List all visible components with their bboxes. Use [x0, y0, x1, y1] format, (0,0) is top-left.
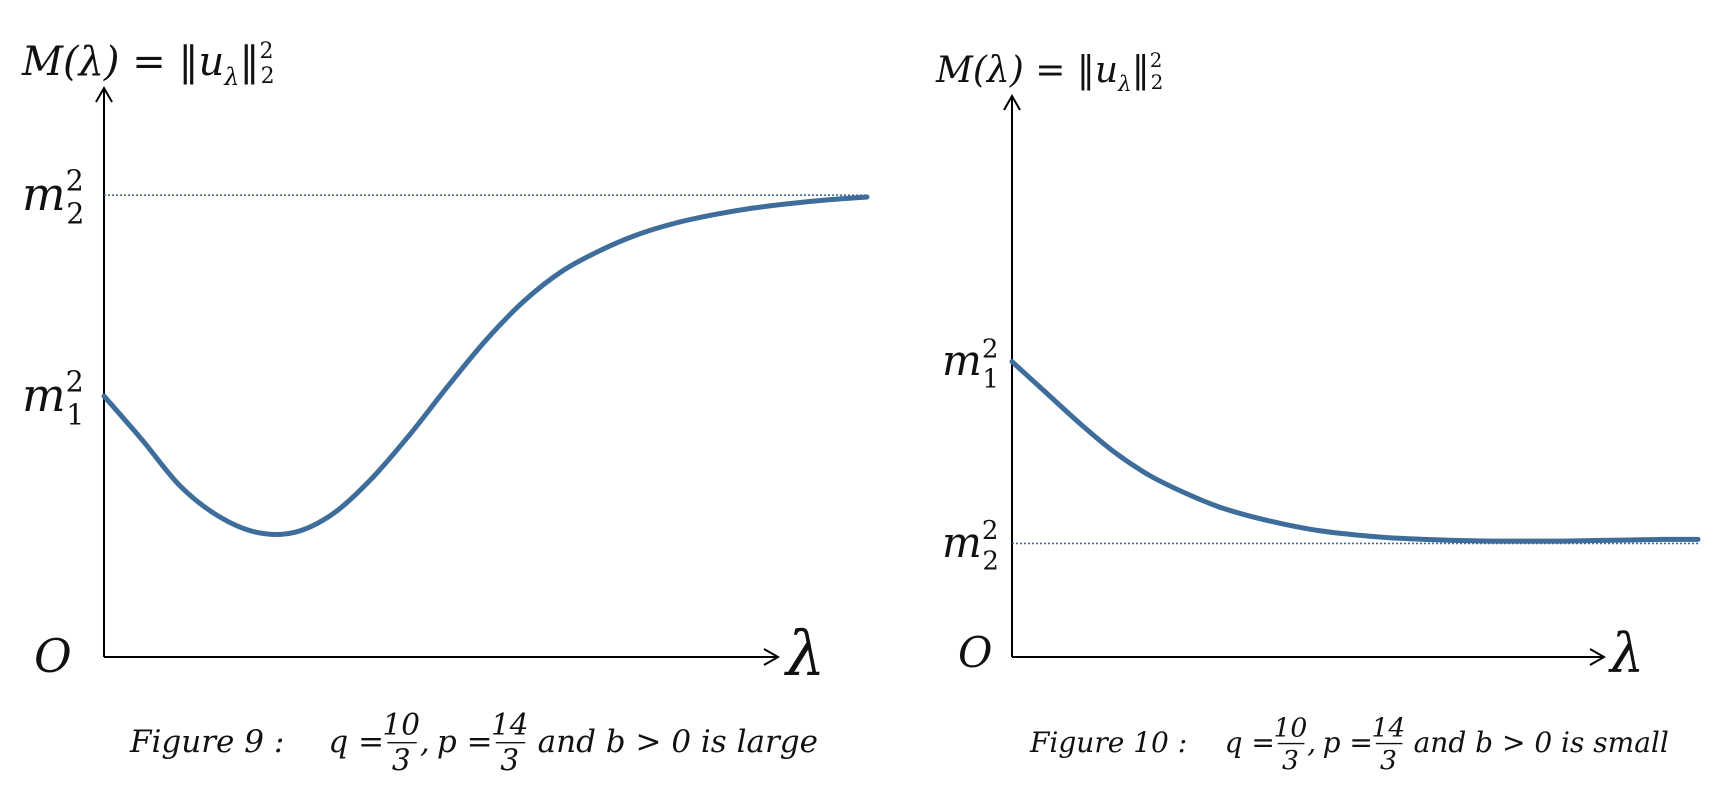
caption-text: q = — [328, 724, 384, 760]
fraction-denominator: 3 — [1380, 745, 1397, 776]
y-axis-arrow — [1003, 93, 1021, 111]
x-axis-arrow — [763, 648, 781, 666]
x-axis-label: λ — [1608, 622, 1644, 685]
y-tick-label: m2 2 — [22, 165, 84, 231]
caption-text: p = — [437, 724, 493, 760]
fraction-denominator: 3 — [392, 744, 411, 778]
caption-text: and b > 0 is large — [538, 724, 818, 760]
caption-text: , — [1307, 726, 1316, 759]
series-line — [101, 194, 870, 537]
y-axis-label: M(λ) = ‖uλ‖2 2 — [935, 49, 1163, 97]
caption-text: q = — [1225, 726, 1275, 759]
y-tick-label: m2 1 — [22, 365, 84, 431]
y-tick-label: m2 2 — [942, 516, 999, 576]
caption-text: and b > 0 is small — [1414, 726, 1669, 759]
y-axis-arrow — [95, 85, 113, 103]
y-tick-label: m2 1 — [942, 334, 999, 394]
series-line — [1009, 359, 1701, 544]
caption-text: p = — [1323, 726, 1373, 759]
fraction-numerator: 10 — [1273, 713, 1307, 744]
x-axis-label: λ — [783, 617, 825, 690]
origin-label: O — [34, 629, 72, 683]
fraction-numerator: 14 — [491, 708, 528, 742]
fraction-denominator: 3 — [1282, 745, 1299, 776]
y-axis-label: M(λ) = ‖uλ‖2 2 — [21, 39, 275, 91]
caption-text: Figure 9 : — [129, 724, 284, 760]
origin-label: O — [958, 628, 992, 677]
fraction-numerator: 10 — [383, 708, 420, 742]
caption-text: , — [420, 724, 430, 760]
fraction-numerator: 14 — [1371, 713, 1405, 744]
caption-text: Figure 10 : — [1029, 726, 1187, 759]
fraction-denominator: 3 — [500, 744, 519, 778]
x-axis-arrow — [1589, 648, 1607, 666]
